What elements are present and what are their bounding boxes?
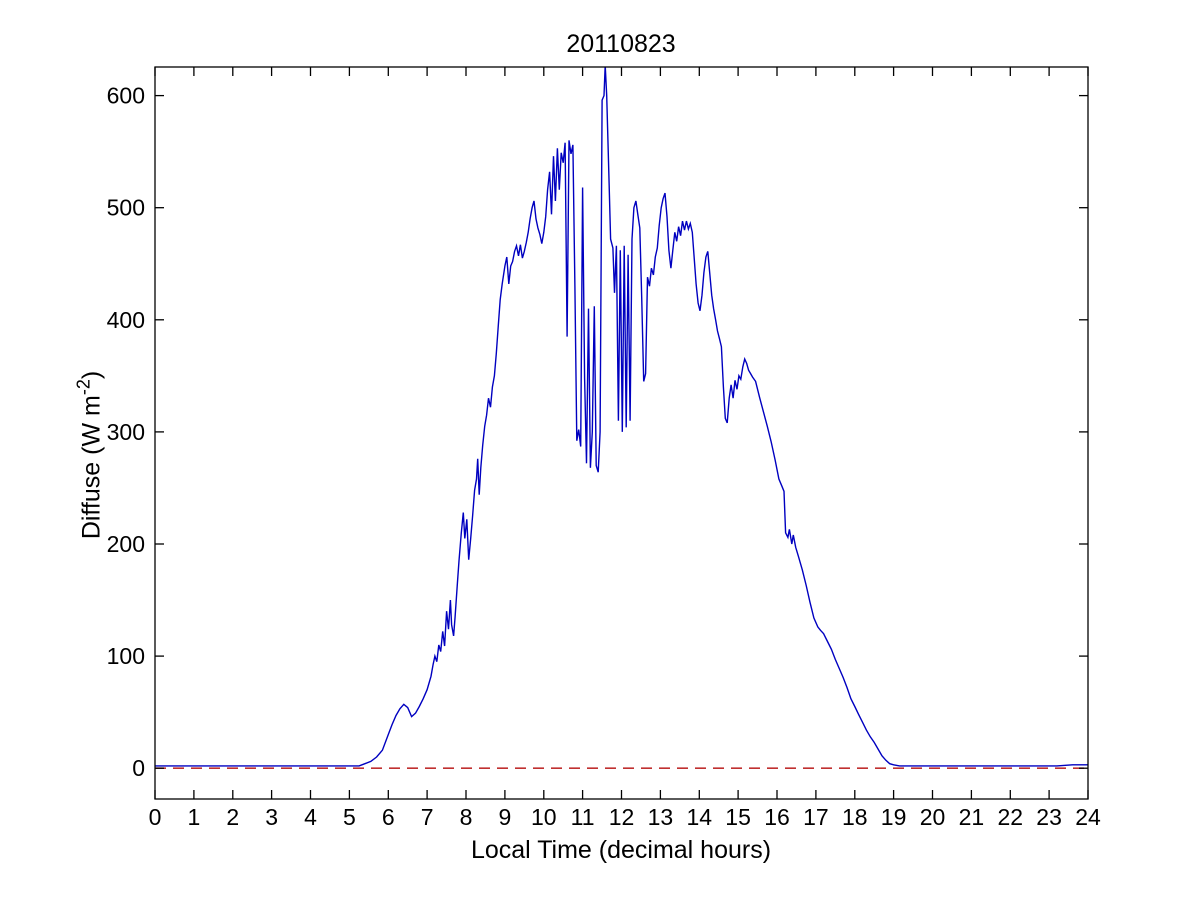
x-tick-label: 5 [343, 804, 356, 830]
x-tick-label: 3 [265, 804, 278, 830]
x-tick-label: 19 [881, 804, 907, 830]
x-tick-label: 6 [382, 804, 395, 830]
axes-box [154, 66, 1089, 800]
x-tick-label: 8 [460, 804, 473, 830]
y-axis-label-base: Diffuse (W m [77, 395, 106, 540]
x-tick-label: 2 [226, 804, 239, 830]
y-tick-label: 200 [107, 531, 145, 557]
diffuse-irradiance-line [155, 67, 1088, 767]
y-axis-label-close: ) [77, 370, 106, 380]
y-axis-label: Diffuse (W m-2) [74, 371, 107, 539]
x-tick-label: 4 [304, 804, 317, 830]
x-tick-label: 10 [531, 804, 557, 830]
x-axis-label: Local Time (decimal hours) [470, 836, 772, 864]
y-axis-label-superscript: -2 [73, 379, 94, 396]
x-tick-label: 22 [998, 804, 1024, 830]
x-tick-label: 16 [764, 804, 790, 830]
y-tick-label: 0 [132, 755, 145, 781]
x-tick-label: 18 [842, 804, 868, 830]
x-tick-label: 14 [687, 804, 713, 830]
x-tick-label: 15 [725, 804, 751, 830]
x-tick-label: 1 [188, 804, 201, 830]
x-tick-label: 23 [1036, 804, 1062, 830]
y-tick-label: 100 [107, 643, 145, 669]
y-tick-label: 400 [107, 307, 145, 333]
x-tick-label: 11 [571, 804, 595, 830]
x-tick-label: 7 [421, 804, 434, 830]
x-tick-label: 13 [648, 804, 674, 830]
x-tick-label: 24 [1075, 804, 1101, 830]
x-tick-label: 12 [609, 804, 635, 830]
y-tick-label: 600 [107, 83, 145, 109]
y-tick-label: 500 [107, 195, 145, 221]
chart-title: 20110823 [566, 30, 676, 58]
y-tick-label: 300 [107, 419, 145, 445]
x-tick-label: 20 [920, 804, 946, 830]
x-tick-label: 9 [499, 804, 512, 830]
x-tick-label: 0 [149, 804, 162, 830]
x-tick-label: 17 [803, 804, 829, 830]
x-tick-label: 21 [959, 804, 985, 830]
